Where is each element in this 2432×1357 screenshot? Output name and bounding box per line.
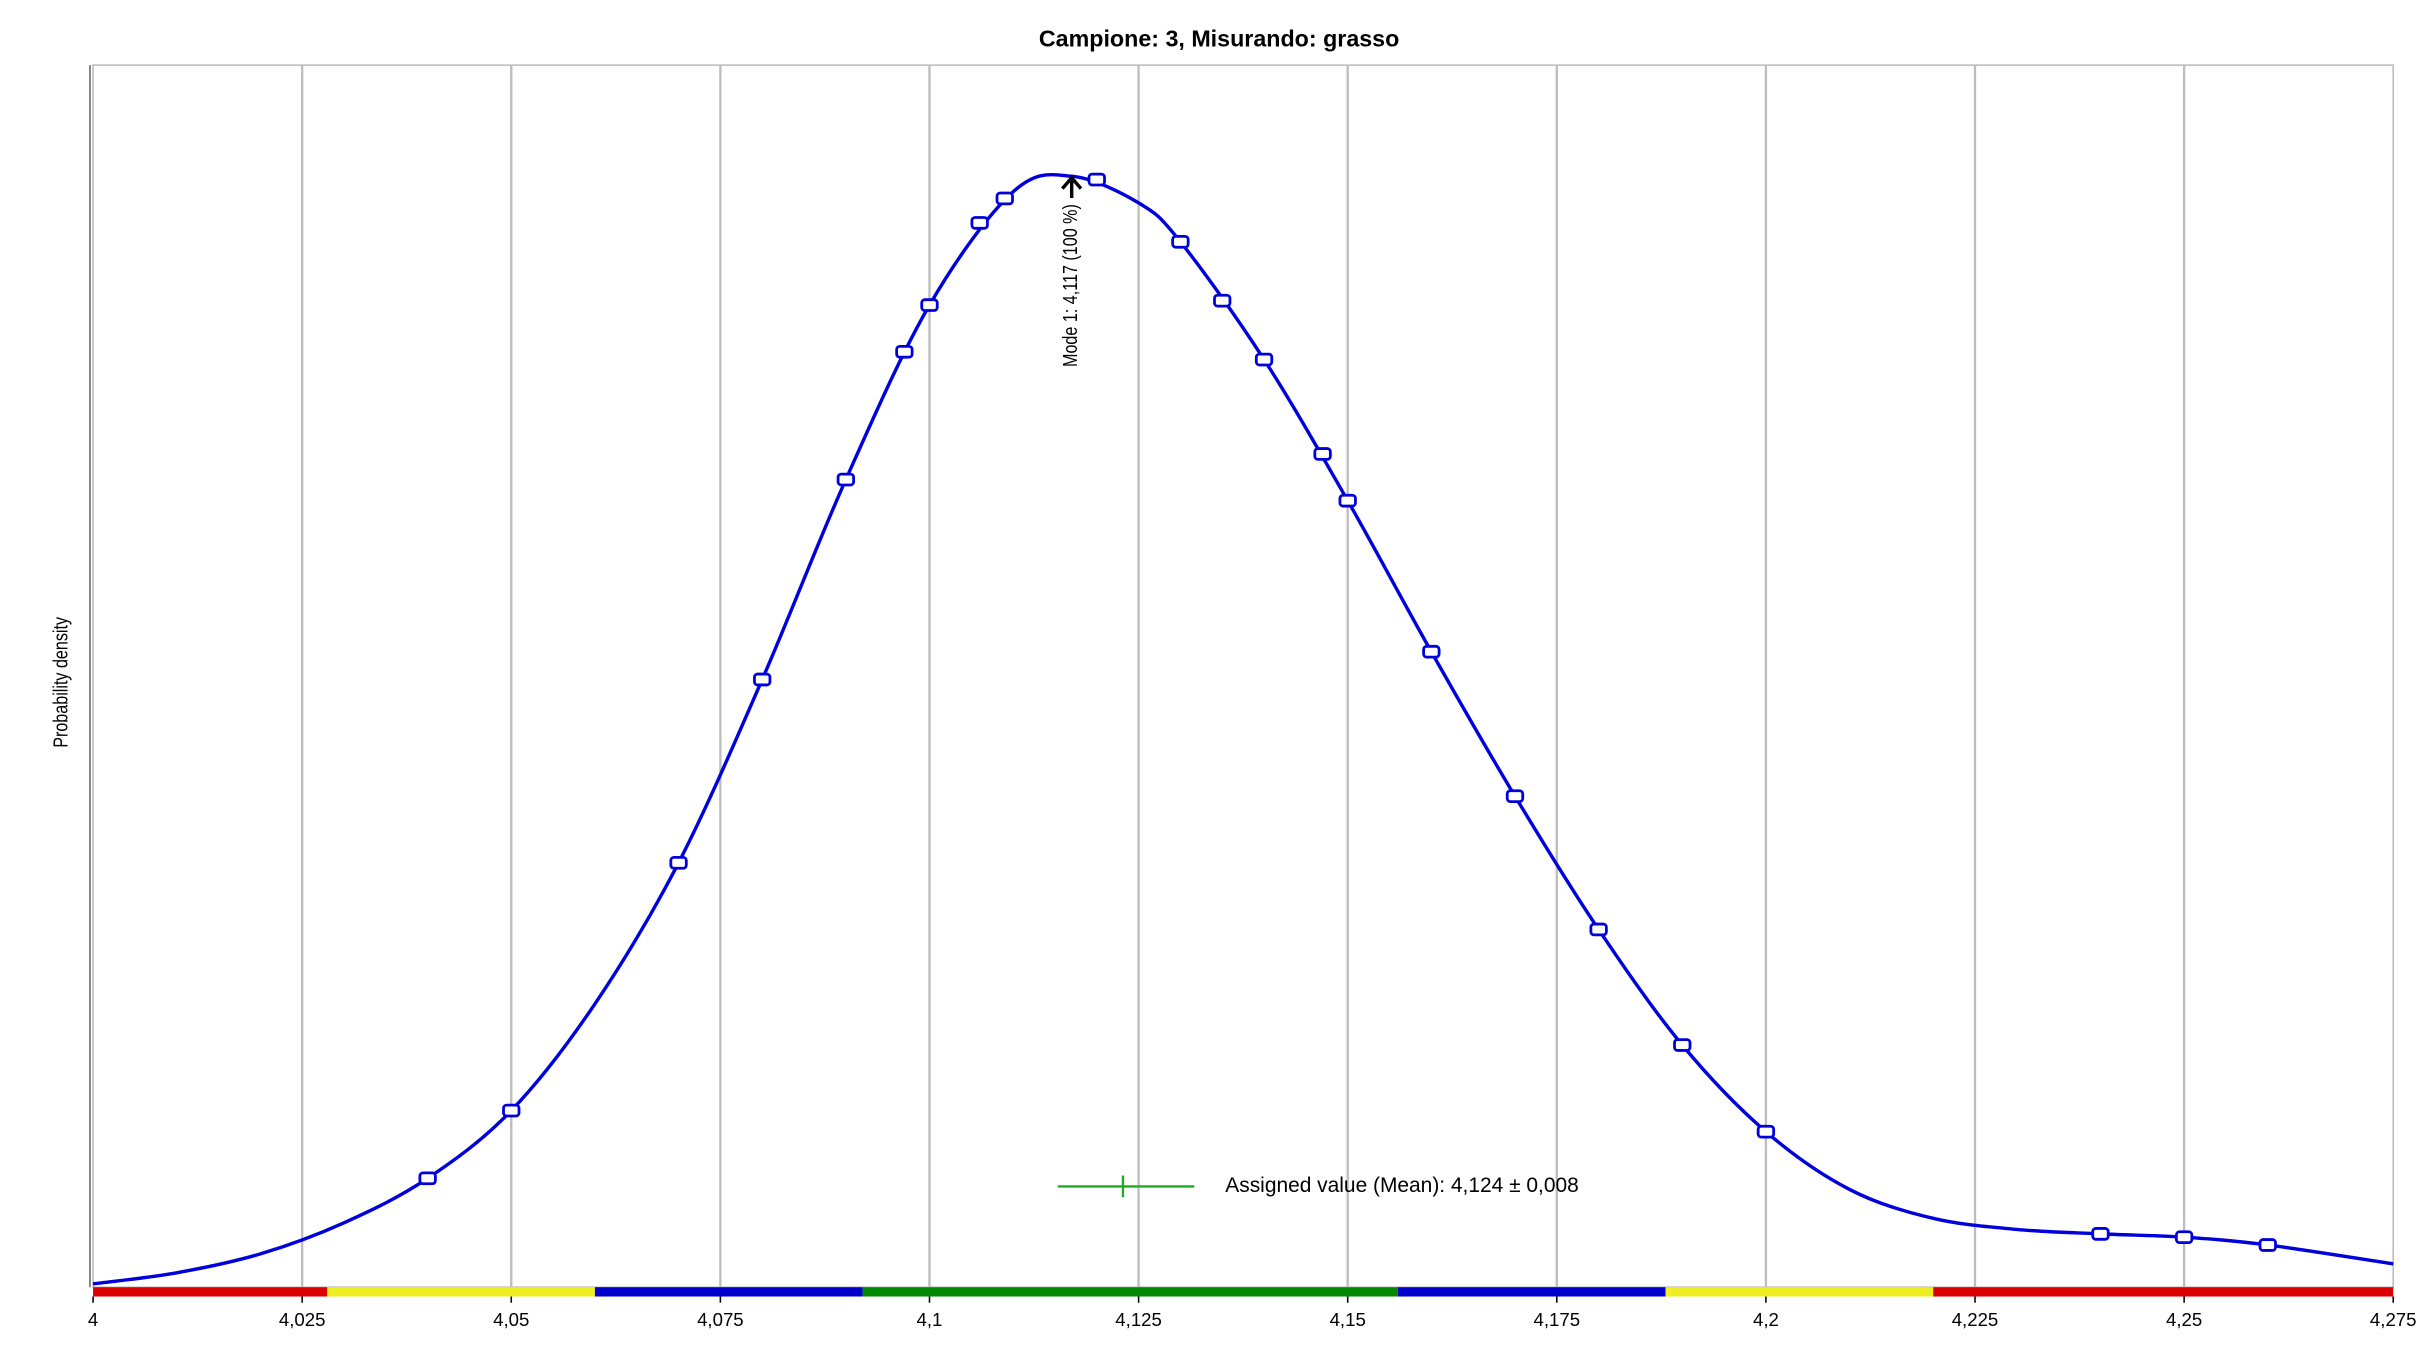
legend-label: Assigned value (Mean): 4,124 ± 0,008: [1225, 1174, 1578, 1197]
x-tick-label: 4,025: [279, 1309, 326, 1330]
x-tick-label: 4,1: [917, 1309, 943, 1330]
point-marker: [836, 472, 855, 487]
range-band: [1397, 1287, 1666, 1297]
range-band: [93, 1287, 328, 1297]
point-marker: [1087, 172, 1106, 187]
point-marker: [418, 1171, 437, 1186]
x-tick-label: 4,175: [1534, 1309, 1581, 1330]
x-tick-label: 4,15: [1330, 1309, 1366, 1330]
point-marker: [1422, 644, 1441, 659]
x-tick-label: 4,125: [1115, 1309, 1162, 1330]
x-tick-label: 4,25: [2166, 1309, 2202, 1330]
range-band: [1665, 1287, 1934, 1297]
point-marker: [1171, 234, 1190, 249]
chart-title: Campione: 3, Misurando: grasso: [1039, 25, 1399, 51]
point-marker: [669, 855, 688, 870]
point-marker: [895, 344, 914, 359]
point-marker: [1338, 493, 1357, 508]
point-marker: [995, 191, 1014, 206]
range-band: [594, 1287, 863, 1297]
x-tick-label: 4,275: [2370, 1309, 2417, 1330]
point-marker: [2174, 1230, 2194, 1245]
x-tick-label: 4,2: [1753, 1309, 1779, 1330]
range-band: [862, 1287, 1398, 1297]
point-marker: [1254, 352, 1274, 367]
point-marker: [1313, 447, 1332, 461]
x-tick-label: 4,05: [493, 1309, 529, 1330]
range-band: [1933, 1287, 2394, 1297]
point-marker: [970, 216, 989, 230]
point-marker: [1589, 922, 1608, 937]
point-marker: [2091, 1227, 2110, 1241]
point-marker: [920, 298, 939, 312]
x-tick-label: 4,075: [697, 1309, 744, 1330]
point-marker: [1213, 293, 1232, 308]
y-axis-label: Probability density: [49, 616, 72, 748]
x-tick-label: 4,225: [1952, 1309, 1999, 1330]
x-tick-label: 4: [88, 1309, 98, 1330]
density-curve: [92, 172, 2394, 1286]
point-marker: [2258, 1238, 2277, 1252]
point-marker: [753, 672, 772, 687]
point-marker: [1673, 1038, 1692, 1052]
range-band: [327, 1287, 595, 1297]
mode-label: Mode 1: 4,117 (100 %): [1058, 204, 1081, 367]
point-marker: [1505, 789, 1525, 803]
mode-arrow: [1061, 175, 1083, 198]
point-marker: [502, 1103, 521, 1118]
plot-frame: [92, 64, 2394, 1288]
point-marker: [1756, 1124, 1776, 1139]
